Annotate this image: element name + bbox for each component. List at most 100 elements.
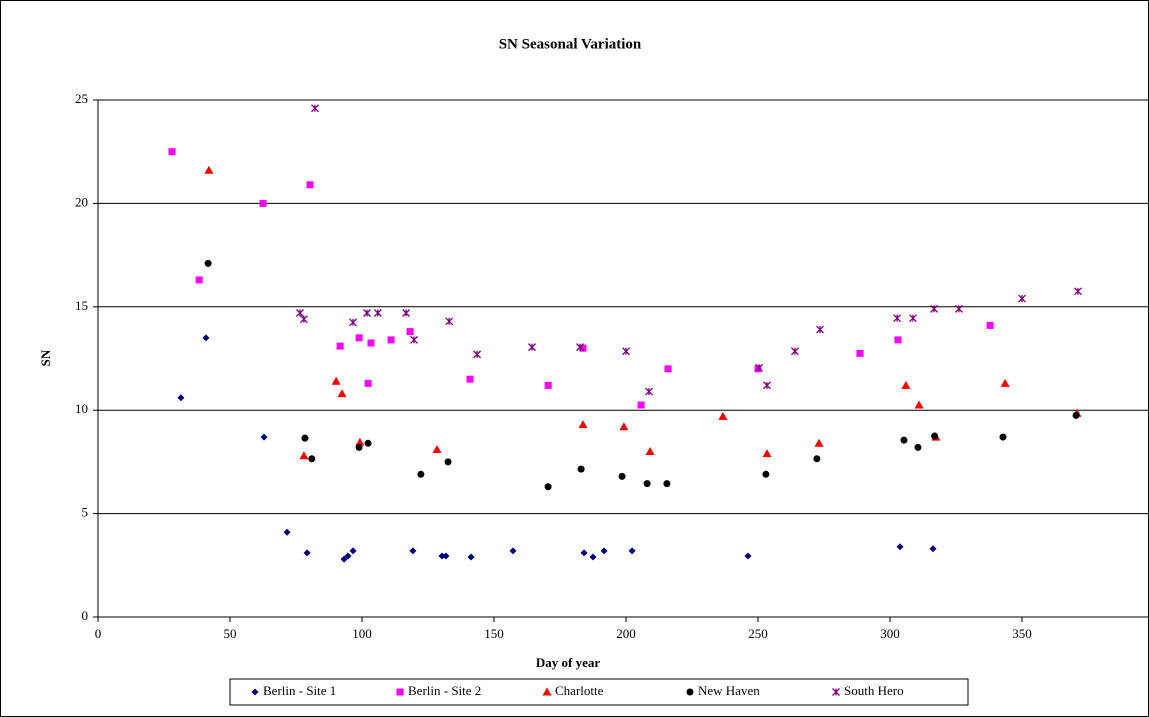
marker [445, 317, 454, 326]
marker [637, 401, 645, 409]
marker [340, 555, 348, 563]
x-tick-label: 50 [224, 626, 237, 641]
marker [344, 552, 352, 560]
marker [336, 342, 344, 350]
marker [195, 276, 203, 284]
marker [914, 400, 924, 409]
marker [628, 547, 636, 555]
marker [931, 432, 939, 440]
marker [762, 449, 772, 458]
y-tick-label: 25 [75, 91, 88, 106]
marker [402, 309, 411, 317]
marker [438, 552, 446, 560]
marker [954, 304, 963, 313]
marker [364, 379, 372, 387]
marker [580, 549, 588, 557]
legend-label: South Hero [844, 683, 904, 698]
marker [409, 547, 417, 555]
marker [578, 420, 588, 429]
marker [814, 438, 824, 447]
marker [645, 447, 655, 456]
marker [251, 688, 259, 696]
marker [467, 553, 475, 561]
marker [337, 389, 347, 398]
marker [1074, 287, 1082, 296]
marker [363, 309, 371, 317]
marker [816, 325, 824, 334]
marker [473, 350, 482, 359]
legend-label: Charlotte [555, 683, 604, 698]
legend-label: Berlin - Site 1 [263, 683, 336, 698]
marker [1018, 294, 1026, 303]
marker [364, 439, 372, 447]
y-axis-label: SN [38, 349, 53, 366]
y-tick-label: 0 [82, 608, 89, 623]
marker [1000, 378, 1010, 387]
x-tick-label: 200 [616, 626, 636, 641]
marker [791, 347, 799, 356]
x-tick-label: 150 [484, 626, 504, 641]
marker [618, 472, 626, 480]
marker [311, 104, 319, 113]
chart-title: SN Seasonal Variation [499, 36, 642, 52]
marker [894, 336, 902, 344]
x-tick-label: 100 [352, 626, 372, 641]
marker [417, 470, 425, 478]
y-tick-label: 5 [82, 505, 89, 520]
marker [744, 552, 752, 560]
marker [999, 433, 1007, 441]
marker [542, 687, 552, 696]
marker [204, 165, 214, 174]
marker [308, 455, 316, 463]
y-tick-label: 15 [75, 298, 88, 313]
marker [442, 552, 450, 560]
marker [373, 309, 382, 317]
marker [718, 411, 728, 420]
marker [643, 480, 651, 488]
marker [306, 181, 314, 189]
marker [893, 314, 902, 323]
marker [622, 347, 630, 356]
marker [762, 470, 770, 478]
marker [832, 688, 840, 696]
marker [544, 381, 552, 389]
marker [589, 553, 597, 561]
marker [299, 315, 308, 324]
marker [663, 480, 671, 488]
legend [229, 678, 969, 706]
marker [930, 304, 939, 313]
marker [914, 443, 922, 451]
marker [619, 422, 629, 431]
marker [406, 328, 414, 336]
marker [396, 688, 404, 696]
marker [600, 547, 608, 555]
marker [763, 381, 771, 390]
marker [177, 394, 185, 402]
marker [929, 545, 937, 553]
marker [331, 376, 341, 385]
marker [544, 483, 552, 491]
marker [168, 148, 176, 156]
marker [301, 434, 309, 442]
marker [856, 349, 864, 357]
marker [259, 199, 267, 207]
marker [686, 688, 694, 696]
x-tick-label: 250 [748, 626, 768, 641]
marker [579, 344, 587, 352]
marker [260, 433, 268, 441]
marker [986, 321, 994, 329]
marker [664, 365, 672, 373]
marker [355, 443, 363, 451]
marker [509, 547, 517, 555]
marker [444, 458, 452, 466]
marker [909, 314, 917, 323]
marker [367, 339, 375, 347]
marker [432, 444, 442, 453]
marker [645, 387, 653, 396]
marker [896, 543, 904, 551]
marker [204, 259, 212, 267]
marker [755, 363, 764, 372]
x-axis-label: Day of year [536, 655, 600, 670]
x-tick-label: 300 [880, 626, 900, 641]
